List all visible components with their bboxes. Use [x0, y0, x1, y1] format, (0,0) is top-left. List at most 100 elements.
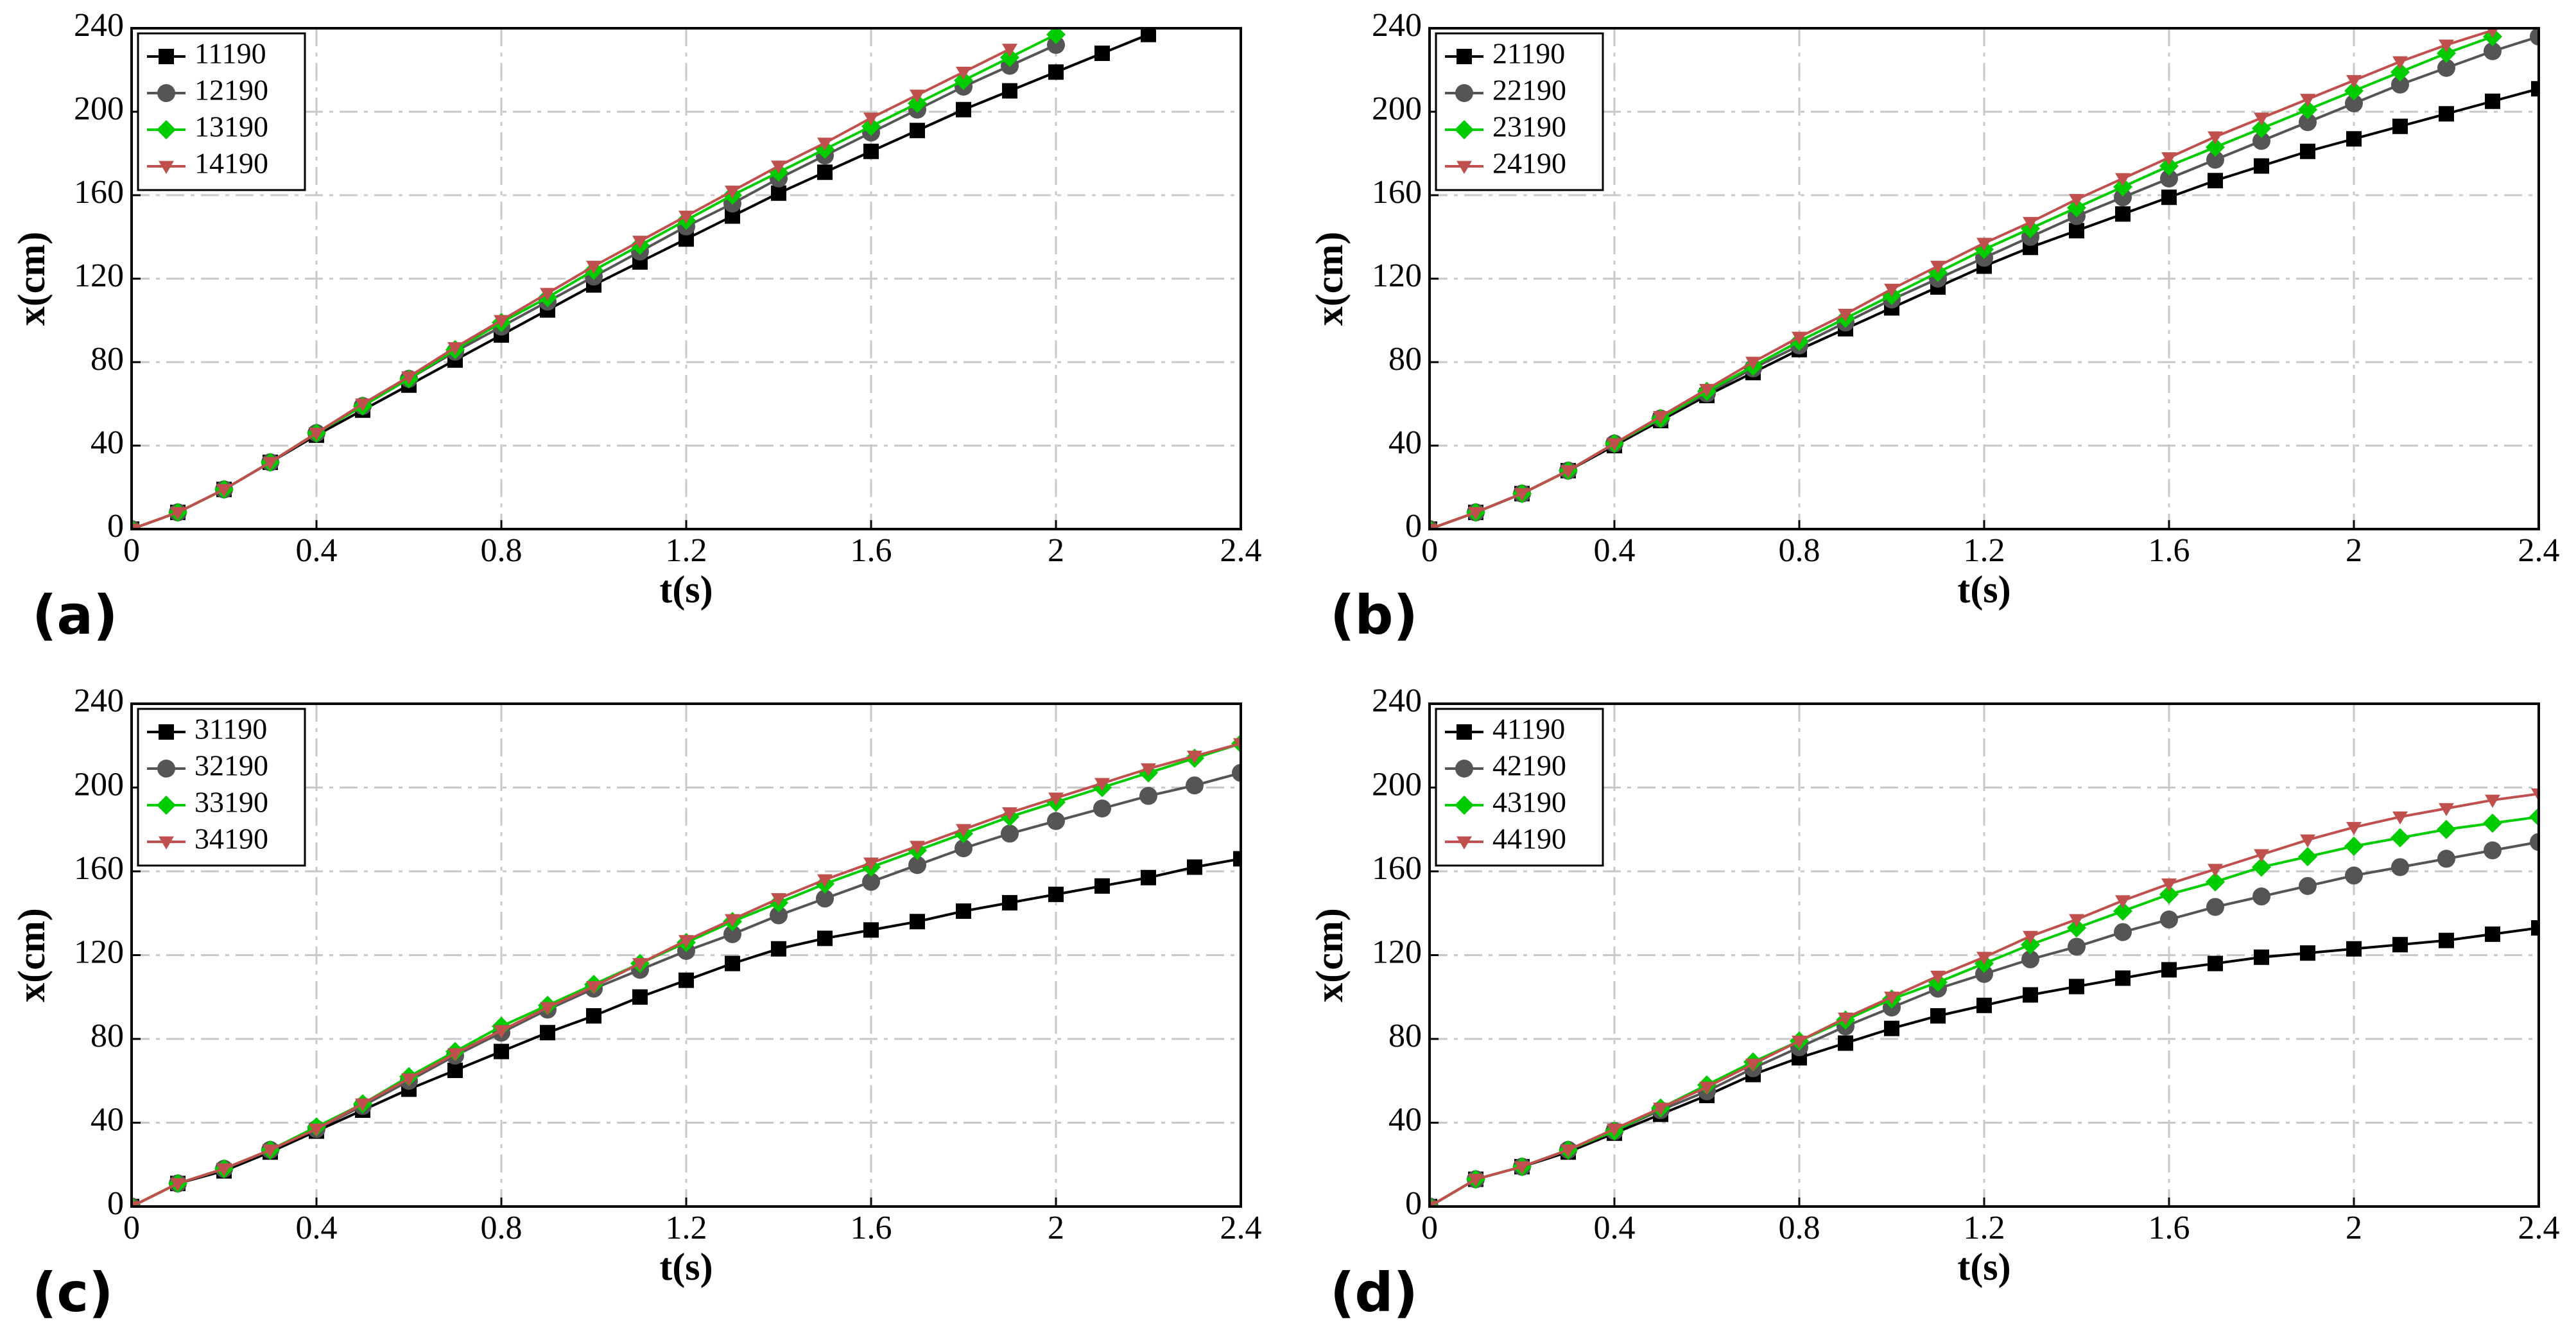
- marker: [2068, 937, 2086, 956]
- marker: [1699, 383, 1715, 397]
- marker: [494, 315, 509, 328]
- marker: [1094, 46, 1110, 61]
- marker: [263, 457, 278, 470]
- x-tick-label: 0: [123, 1210, 140, 1246]
- series-group: [1430, 788, 2539, 1207]
- marker: [2115, 895, 2131, 909]
- marker: [1930, 1008, 1946, 1024]
- legend-marker: [1455, 796, 1474, 815]
- marker: [2439, 106, 2454, 122]
- marker: [2529, 807, 2539, 827]
- marker: [1232, 763, 1241, 782]
- marker: [2023, 930, 2038, 945]
- marker: [910, 841, 925, 854]
- marker: [2252, 132, 2270, 150]
- legend-marker: [159, 49, 174, 64]
- marker: [2484, 42, 2502, 60]
- panel: 0 0.4 0.8 1.2 1.6 2 2.4 0 40 80 120 160 200 240 11190 1…: [10, 7, 1262, 647]
- marker: [447, 342, 463, 356]
- marker: [679, 935, 694, 948]
- marker: [2254, 158, 2269, 174]
- plot-frame: [1428, 702, 2540, 1208]
- x-axis-title: t(s): [659, 1246, 713, 1288]
- marker: [1048, 64, 1064, 80]
- y-tick-label: 120: [74, 934, 124, 970]
- marker: [2390, 828, 2410, 848]
- marker: [1560, 1144, 1576, 1158]
- y-tick-label: 120: [1372, 257, 1422, 294]
- marker: [2252, 857, 2271, 877]
- marker: [2299, 113, 2317, 132]
- marker: [1560, 465, 1576, 478]
- y-tick-label: 0: [107, 1185, 124, 1222]
- marker: [1002, 44, 1017, 57]
- x-tick-label: 0.4: [1594, 532, 1636, 569]
- x-tick-label: 0: [123, 532, 140, 569]
- marker: [2208, 173, 2223, 189]
- panel-label: (c): [32, 1261, 114, 1324]
- y-tick-label: 160: [1372, 174, 1422, 211]
- legend-label: 43190: [1492, 786, 1566, 819]
- legend-marker: [157, 120, 176, 139]
- legend-marker: [1455, 760, 1473, 778]
- marker: [1233, 738, 1241, 751]
- marker: [1930, 261, 1946, 274]
- marker: [956, 66, 971, 80]
- x-tick-label: 2.4: [2518, 532, 2560, 569]
- legend-marker: [157, 796, 176, 815]
- marker: [2208, 955, 2223, 971]
- marker: [1792, 1035, 1807, 1049]
- marker: [771, 185, 786, 201]
- marker: [2485, 926, 2500, 942]
- marker: [2298, 847, 2317, 867]
- x-tick-label: 0.4: [1594, 1210, 1636, 1246]
- marker: [2023, 216, 2038, 231]
- marker: [2485, 93, 2500, 109]
- marker: [2437, 819, 2456, 839]
- marker: [2344, 836, 2364, 856]
- marker: [2483, 813, 2502, 833]
- marker: [1976, 997, 1992, 1013]
- legend-marker: [1455, 84, 1473, 102]
- marker: [1514, 1161, 1530, 1175]
- x-tick-label: 0.4: [296, 1210, 338, 1246]
- marker: [2114, 188, 2132, 207]
- x-tick-label: 2: [1048, 532, 1064, 569]
- y-tick-label: 160: [74, 174, 124, 211]
- marker: [2206, 150, 2224, 169]
- marker: [1187, 859, 1202, 875]
- legend-label: 12190: [194, 74, 268, 107]
- y-tick-label: 240: [1372, 7, 1422, 44]
- marker: [1094, 878, 1110, 894]
- series-group: [1430, 28, 2539, 529]
- legend-label: 21190: [1492, 37, 1565, 70]
- panel: 0 0.4 0.8 1.2 1.6 2 2.4 0 40 80 120 160 200 240 41190 4…: [1308, 683, 2560, 1324]
- marker: [2115, 206, 2131, 222]
- marker: [2300, 94, 2315, 107]
- marker: [1047, 812, 1065, 830]
- x-tick-label: 2: [2346, 532, 2362, 569]
- y-tick-label: 80: [91, 341, 124, 378]
- x-tick-label: 1.2: [1964, 1210, 2005, 1246]
- marker: [1653, 411, 1668, 424]
- y-tick-label: 40: [91, 1101, 124, 1138]
- marker: [132, 523, 139, 529]
- x-tick-label: 0.8: [1779, 1210, 1820, 1246]
- legend-marker: [157, 84, 175, 102]
- marker: [1047, 36, 1065, 54]
- marker: [2208, 131, 2223, 144]
- x-tick-label: 1.2: [666, 532, 707, 569]
- marker: [1046, 28, 1066, 44]
- marker: [170, 507, 186, 520]
- x-tick-label: 0.4: [296, 532, 338, 569]
- marker: [2346, 74, 2362, 89]
- marker: [132, 1201, 139, 1207]
- marker: [1884, 1020, 1899, 1036]
- marker: [2392, 811, 2408, 825]
- marker: [2206, 872, 2225, 892]
- marker: [2390, 62, 2410, 82]
- marker: [908, 856, 926, 875]
- marker: [263, 1144, 278, 1158]
- marker: [632, 958, 648, 971]
